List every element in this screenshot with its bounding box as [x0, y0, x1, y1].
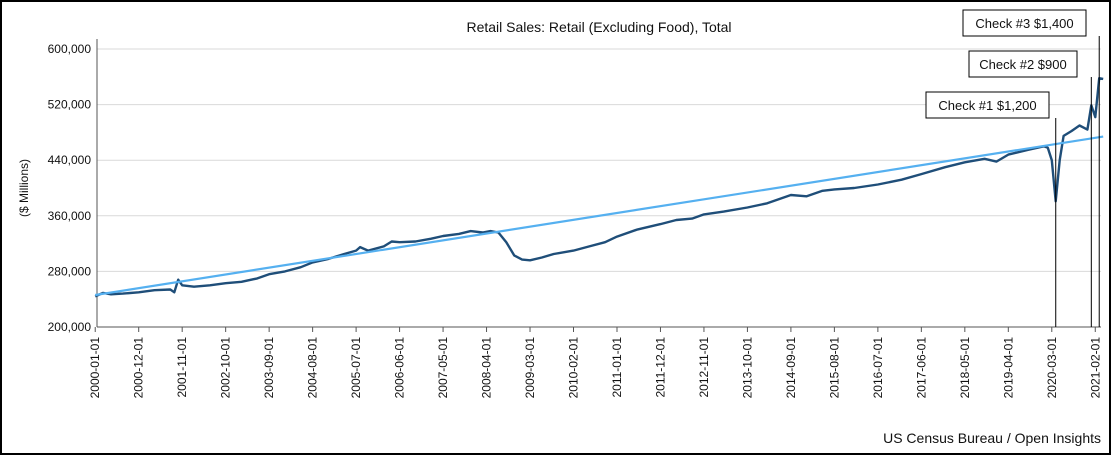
annotation-label: Check #1 $1,200 [938, 98, 1036, 113]
x-tick-label: 2002-10-01 [219, 337, 233, 399]
y-tick-label: 200,000 [48, 320, 92, 334]
y-tick-label: 520,000 [48, 98, 92, 112]
y-tick-label: 280,000 [48, 264, 92, 278]
x-tick-label: 2016-07-01 [871, 337, 885, 399]
y-tick-label: 360,000 [48, 209, 92, 223]
y-tick-label: 600,000 [48, 42, 92, 56]
x-tick-label: 2004-08-01 [306, 337, 320, 399]
x-tick-label: 2011-01-01 [610, 337, 624, 398]
annotation-box [925, 91, 1050, 119]
x-tick-label: 2017-06-01 [914, 337, 928, 399]
annotation-box [962, 9, 1087, 37]
chart-title: Retail Sales: Retail (Excluding Food), T… [466, 19, 731, 35]
annotation-box [968, 50, 1078, 78]
y-tick-label: 440,000 [48, 153, 92, 167]
x-tick-label: 2008-04-01 [480, 337, 494, 399]
x-tick-label: 2010-02-01 [567, 337, 581, 399]
x-tick-label: 2000-12-01 [132, 337, 146, 399]
x-tick-label: 2003-09-01 [262, 337, 276, 399]
annotation-label: Check #2 $900 [979, 57, 1066, 72]
x-tick-label: 2019-04-01 [1001, 337, 1015, 399]
x-tick-label: 2011-12-01 [653, 337, 667, 398]
x-tick-label: 2006-06-01 [393, 337, 407, 399]
source-caption: US Census Bureau / Open Insights [883, 430, 1101, 446]
x-tick-label: 2018-05-01 [958, 337, 972, 399]
x-tick-label: 2015-08-01 [827, 337, 841, 399]
trend-line [95, 135, 1104, 297]
x-tick-label: 2009-03-01 [523, 337, 537, 399]
x-tick-label: 2014-09-01 [784, 337, 798, 399]
annotation-label: Check #3 $1,400 [975, 16, 1073, 31]
x-tick-label: 2013-10-01 [740, 337, 754, 399]
x-tick-label: 2021-02-01 [1088, 337, 1102, 399]
x-tick-label: 2005-07-01 [349, 337, 363, 399]
retail-sales-line [94, 77, 1104, 298]
x-tick-label: 2000-01-01 [88, 337, 102, 399]
y-axis-label: ($ Millions) [17, 159, 31, 217]
x-tick-label: 2001-11-01 [175, 337, 189, 398]
x-tick-label: 2012-11-01 [697, 337, 711, 398]
x-tick-label: 2007-05-01 [436, 337, 450, 399]
x-tick-label: 2020-03-01 [1045, 337, 1059, 399]
